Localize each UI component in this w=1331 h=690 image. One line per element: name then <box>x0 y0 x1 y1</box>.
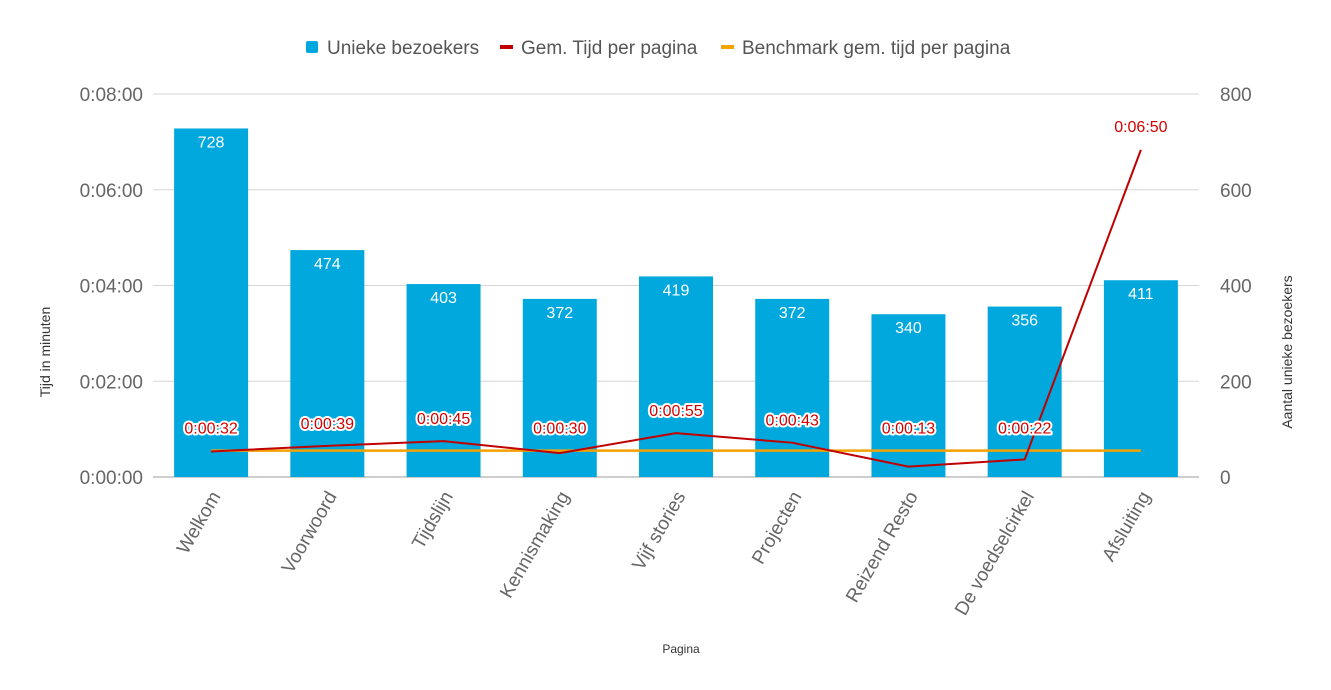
bar <box>1103 280 1178 477</box>
x-category-label: Afsluiting <box>1098 488 1155 565</box>
y-left-tick-label: 0:04:00 <box>80 277 143 298</box>
y-left-tick-label: 0:06:00 <box>80 181 143 202</box>
y-left-axis-title: Tijd in minuten <box>37 307 53 398</box>
time-value-label: 0:00:43 <box>766 413 819 430</box>
legend: Unieke bezoekers Gem. Tijd per pagina Benc… <box>306 38 1011 59</box>
legend-swatch <box>721 45 734 49</box>
time-value-label: 0:00:39 <box>301 416 354 433</box>
y-right-axis-title: Aantal unieke bezoekers <box>1279 275 1295 428</box>
x-category-label: De voedselcirkel <box>951 488 1039 619</box>
y-right-tick-label: 800 <box>1220 85 1252 106</box>
bar <box>406 284 481 477</box>
y-left-tick-label: 0:08:00 <box>80 85 143 106</box>
bar <box>522 298 597 477</box>
time-value-label: 0:00:13 <box>882 421 935 438</box>
category-labels: Welkom Voorwoord Tijdslijn Kennismaking Vijf… <box>173 488 1155 619</box>
time-value-label: 0:00:30 <box>533 421 586 438</box>
bar <box>639 276 713 477</box>
bar <box>290 250 365 477</box>
legend-label: Benchmark gem. tijd per pagina <box>742 38 1011 59</box>
y-right-tick-label: 400 <box>1220 277 1252 298</box>
line-series <box>211 149 1142 468</box>
x-category-label: Voorwoord <box>278 488 342 577</box>
time-value-label: 0:00:45 <box>417 411 470 428</box>
y-left-tick-label: 0:02:00 <box>80 372 143 393</box>
bar-data-labels: 728 474 403 372 419 372 340 356 411 <box>198 134 1154 337</box>
x-category-label: Reizend Resto <box>842 488 922 606</box>
x-category-label: Projecten <box>748 488 806 568</box>
legend-swatch <box>306 41 318 53</box>
right-axis-ticks: 0 200 400 600 800 <box>1220 85 1252 489</box>
bar-value-label: 340 <box>895 320 922 337</box>
time-data-labels: 0:00:32 0:00:39 0:00:45 0:00:30 0:00:55 0:00:… <box>182 119 1167 440</box>
bar-value-label: 411 <box>1128 286 1154 303</box>
time-value-label: 0:00:22 <box>998 421 1051 438</box>
x-axis-title: Pagina <box>662 642 700 656</box>
time-value-label: 0:06:50 <box>1114 119 1167 136</box>
bar-value-label: 728 <box>198 134 225 151</box>
x-category-label: Tijdslijn <box>408 488 458 553</box>
bar-value-label: 403 <box>430 290 457 307</box>
bar-value-label: 474 <box>314 256 341 273</box>
x-category-label: Welkom <box>173 488 225 558</box>
bar-value-label: 419 <box>663 282 690 299</box>
y-right-tick-label: 0 <box>1220 468 1231 489</box>
time-value-label: 0:00:32 <box>184 421 237 438</box>
legend-swatch <box>500 45 513 49</box>
left-axis-ticks: 0:00:00 0:02:00 0:04:00 0:06:00 0:08:00 <box>80 85 143 489</box>
avg-time-line <box>211 149 1142 468</box>
bar <box>174 128 249 477</box>
x-category-label: Kennismaking <box>496 488 574 602</box>
y-left-tick-label: 0:00:00 <box>80 468 143 489</box>
bar-value-label: 356 <box>1011 313 1038 330</box>
bar-value-label: 372 <box>779 305 806 322</box>
bar <box>871 314 946 477</box>
time-value-label: 0:00:55 <box>649 403 702 420</box>
x-category-label: Vijf stories <box>628 488 690 574</box>
y-right-tick-label: 200 <box>1220 372 1252 393</box>
y-right-tick-label: 600 <box>1220 181 1252 202</box>
legend-label: Unieke bezoekers <box>327 38 479 59</box>
bar-value-label: 372 <box>546 305 573 322</box>
legend-label: Gem. Tijd per pagina <box>521 38 698 59</box>
